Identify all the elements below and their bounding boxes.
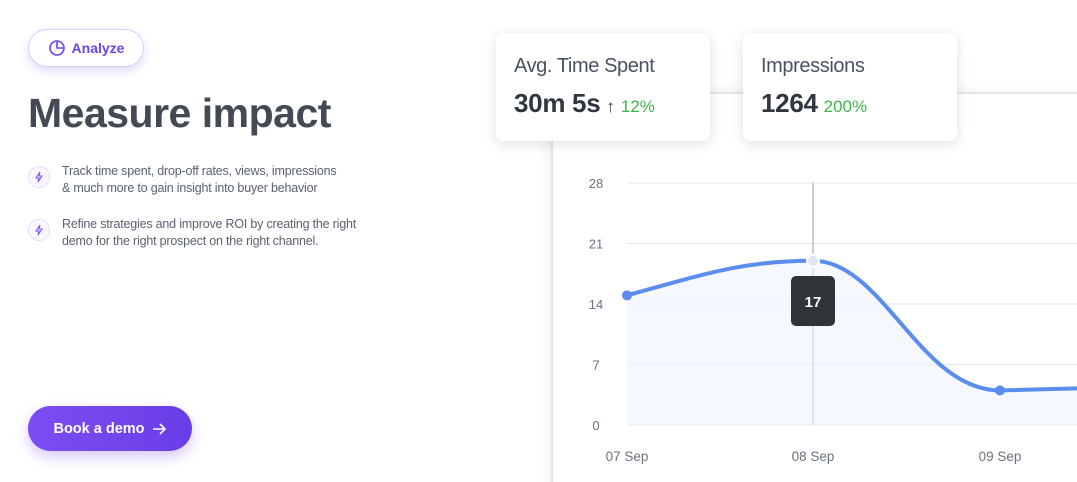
pie-chart-icon [48, 40, 65, 56]
data-point [995, 385, 1005, 396]
feature-text: Refine strategies and improve ROI by cre… [62, 216, 356, 250]
feature-line: & much more to gain insight into buyer b… [62, 181, 318, 195]
y-tick-label: 28 [589, 176, 603, 191]
y-tick-label: 0 [592, 418, 599, 433]
analyze-badge-label: Analyze [71, 40, 125, 56]
feature-text: Track time spent, drop-off rates, views,… [62, 163, 337, 197]
y-tick-label: 14 [589, 297, 603, 312]
arrow-right-icon [152, 422, 166, 435]
feature-line: Track time spent, drop-off rates, views,… [62, 164, 337, 178]
views-line-chart: 28 21 14 7 0 07 Sep 08 Sep 09 Sep 17 [589, 176, 1077, 464]
x-tick-label: 09 Sep [979, 449, 1022, 464]
series-area [627, 260, 1077, 425]
arrow-up-icon: ↑ [606, 97, 615, 116]
bolt-icon [28, 219, 50, 241]
y-tick-label: 21 [589, 237, 603, 252]
y-tick-label: 7 [592, 358, 599, 373]
bolt-icon [28, 166, 50, 188]
data-point [622, 290, 632, 301]
x-tick-label: 07 Sep [606, 449, 649, 464]
feature-item: Track time spent, drop-off rates, views,… [28, 163, 368, 197]
book-demo-label: Book a demo [53, 420, 145, 437]
book-demo-button[interactable]: Book a demo [28, 406, 192, 451]
stat-value: 1264 [761, 88, 818, 118]
tooltip-box [791, 276, 835, 326]
page-title: Measure impact [28, 90, 331, 136]
stat-label: Avg. Time Spent [514, 55, 655, 77]
feature-item: Refine strategies and improve ROI by cre… [28, 216, 368, 250]
stat-delta: 200% [823, 97, 868, 116]
stat-card-avg-time: Avg. Time Spent 30m 5s ↑ 12% [496, 33, 710, 141]
tooltip-value: 17 [805, 294, 822, 311]
feature-line: Refine strategies and improve ROI by cre… [62, 217, 357, 231]
stat-value: 30m 5s [514, 88, 601, 118]
x-tick-label: 08 Sep [792, 449, 835, 464]
feature-line: demo for the right prospect on the right… [62, 234, 319, 248]
stat-card-impressions: Impressions 1264 200% [743, 33, 957, 141]
stat-label: Impressions [761, 55, 865, 77]
series-line [625, 258, 1077, 393]
stat-delta: 12% [620, 97, 655, 116]
data-point-active [806, 253, 820, 268]
analyze-badge[interactable]: Analyze [28, 29, 144, 67]
